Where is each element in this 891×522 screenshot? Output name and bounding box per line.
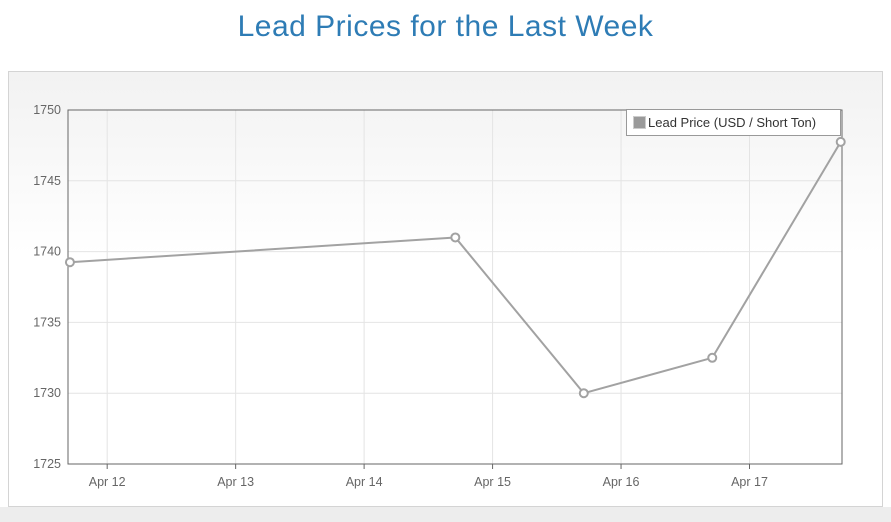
x-axis-tick-label: Apr 13 (217, 475, 254, 489)
line-chart: 1725 1730 1735 1740 1745 1750 Apr 12 Apr 13 Apr … (33, 103, 846, 489)
data-point-marker (578, 388, 589, 399)
y-axis-tick-label: 1730 (33, 386, 61, 400)
y-axis-tick-label: 1735 (33, 315, 61, 329)
chart-panel: 1725 1730 1735 1740 1745 1750 Apr 12 Apr 13 Apr … (8, 71, 883, 507)
data-point-marker (450, 232, 461, 243)
y-axis-tick-label: 1745 (33, 174, 61, 188)
page-footer-strip (0, 507, 891, 522)
x-axis-tick-label: Apr 17 (731, 475, 768, 489)
chart-legend[interactable]: Lead Price (USD / Short Ton) (626, 109, 841, 136)
y-axis-tick-label: 1750 (33, 103, 61, 117)
x-axis-tick-label: Apr 15 (474, 475, 511, 489)
page-title: Lead Prices for the Last Week (237, 10, 654, 43)
series-line (68, 140, 842, 395)
data-point-marker (707, 352, 718, 363)
legend-series-label: Lead Price (USD / Short Ton) (648, 115, 817, 130)
y-axis-tick-label: 1725 (33, 457, 61, 471)
data-point-marker (835, 136, 846, 147)
x-axis-tick-label: Apr 16 (603, 475, 640, 489)
plot-border (67, 109, 843, 465)
legend-series-swatch-icon (633, 116, 646, 129)
y-axis-tick-label: 1740 (33, 245, 61, 259)
x-axis-tick-label: Apr 12 (89, 475, 126, 489)
data-point-marker (64, 257, 75, 268)
x-axis-tick-label: Apr 14 (346, 475, 383, 489)
